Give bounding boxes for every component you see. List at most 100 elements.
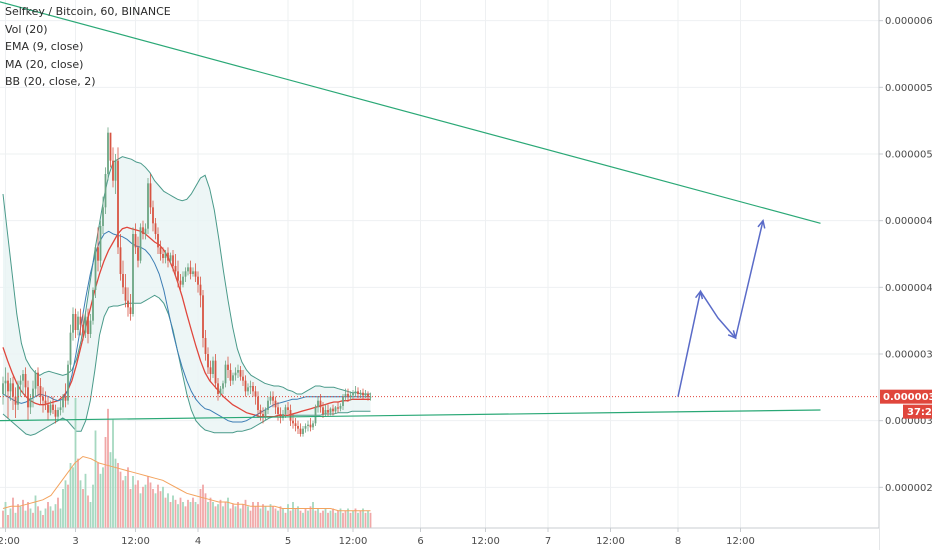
volume-bar [42, 515, 44, 528]
x-tick-label: 12:00 [596, 536, 625, 547]
volume-bar [92, 485, 94, 528]
candle-body [222, 383, 224, 388]
candle-body [135, 234, 137, 247]
volume-bar [202, 485, 204, 528]
candle-body [110, 133, 112, 161]
candle-body [325, 410, 327, 414]
candle-body [95, 247, 97, 290]
volume-bar [240, 509, 242, 529]
volume-bar [135, 485, 137, 528]
volume-bar [17, 504, 19, 528]
candle-body [120, 247, 122, 274]
volume-bar [120, 472, 122, 528]
x-tick-label: 7 [545, 536, 551, 547]
candle-body [37, 373, 39, 386]
volume-bar [77, 459, 79, 528]
candle-body [15, 397, 17, 405]
candle-body [185, 271, 187, 276]
candle-body [320, 401, 322, 408]
volume-bar [117, 463, 119, 528]
volume-bar [67, 485, 69, 528]
volume-bar [125, 476, 127, 528]
candle-body [57, 410, 59, 417]
candle [100, 221, 102, 268]
volume-bar [152, 489, 154, 528]
candle-body [147, 183, 149, 228]
volume-bar [292, 502, 294, 528]
candle-body [330, 409, 332, 413]
y-tick-label: 0.00000450 [885, 216, 932, 227]
candle-body [42, 397, 44, 401]
volume-bar [255, 506, 257, 528]
candle-body [327, 410, 329, 413]
candle-body [317, 401, 319, 408]
volume-bar [242, 504, 244, 528]
candle-body [217, 383, 219, 394]
volume-bar [100, 474, 102, 528]
candle-body [105, 174, 107, 207]
volume-bar [107, 409, 109, 528]
x-tick-label: 8 [675, 536, 681, 547]
volume-bar [275, 509, 277, 529]
volume-bar [40, 511, 42, 528]
candle-body [75, 314, 77, 330]
x-tick-label: 12:00 [726, 536, 755, 547]
candle-body [215, 361, 217, 384]
candle-body [240, 370, 242, 377]
candle-body [360, 393, 362, 394]
volume-bar [350, 513, 352, 528]
candle-body [295, 423, 297, 426]
volume-bar [162, 487, 164, 528]
candle-body [235, 373, 237, 376]
volume-bar [70, 463, 72, 528]
volume-bar [165, 498, 167, 528]
volume-bar [130, 489, 132, 528]
volume-bar [232, 504, 234, 528]
volume-bar [312, 502, 314, 528]
volume-bar [97, 463, 99, 528]
legend: Selfkey / Bitcoin, 60, BINANCE Vol (20) … [5, 3, 171, 91]
volume-bar [82, 489, 84, 528]
candle-body [245, 381, 247, 392]
volume-bar [325, 509, 327, 529]
candle-body [230, 370, 232, 381]
countdown-label: 37:21 [903, 405, 932, 419]
candle-body [315, 407, 317, 423]
volume-bar [147, 476, 149, 528]
volume-bar [360, 511, 362, 528]
candle [95, 245, 97, 298]
candle-body [275, 401, 277, 408]
volume-bar [305, 509, 307, 529]
candle-body [355, 391, 357, 392]
volume-bar [20, 506, 22, 528]
volume-bar [197, 504, 199, 528]
volume-bar [260, 509, 262, 529]
candle-body [237, 370, 239, 373]
candle-body [90, 321, 92, 334]
price-label-text: 0.00000318 [883, 392, 932, 403]
candle-body [140, 227, 142, 260]
candle-body [10, 383, 12, 391]
candle-body [270, 397, 272, 401]
volume-bar [27, 502, 29, 528]
volume-bar [87, 496, 89, 529]
candle-body [60, 407, 62, 410]
volume-bar [5, 502, 7, 528]
x-tick-label: 5 [285, 536, 291, 547]
volume-bar [55, 504, 57, 528]
candle-body [175, 266, 177, 271]
candle-body [187, 267, 189, 271]
volume-bar [335, 513, 337, 528]
volume-bar [367, 511, 369, 528]
candle-body [137, 247, 139, 260]
volume-bar [25, 511, 27, 528]
candle-body [65, 397, 67, 401]
candle-body [362, 393, 364, 396]
candle-body [322, 407, 324, 414]
volume-bar [30, 509, 32, 529]
volume-bar [145, 485, 147, 528]
y-tick-label: 0.00000600 [885, 16, 932, 27]
candle-body [220, 389, 222, 394]
candle-body [225, 365, 227, 384]
